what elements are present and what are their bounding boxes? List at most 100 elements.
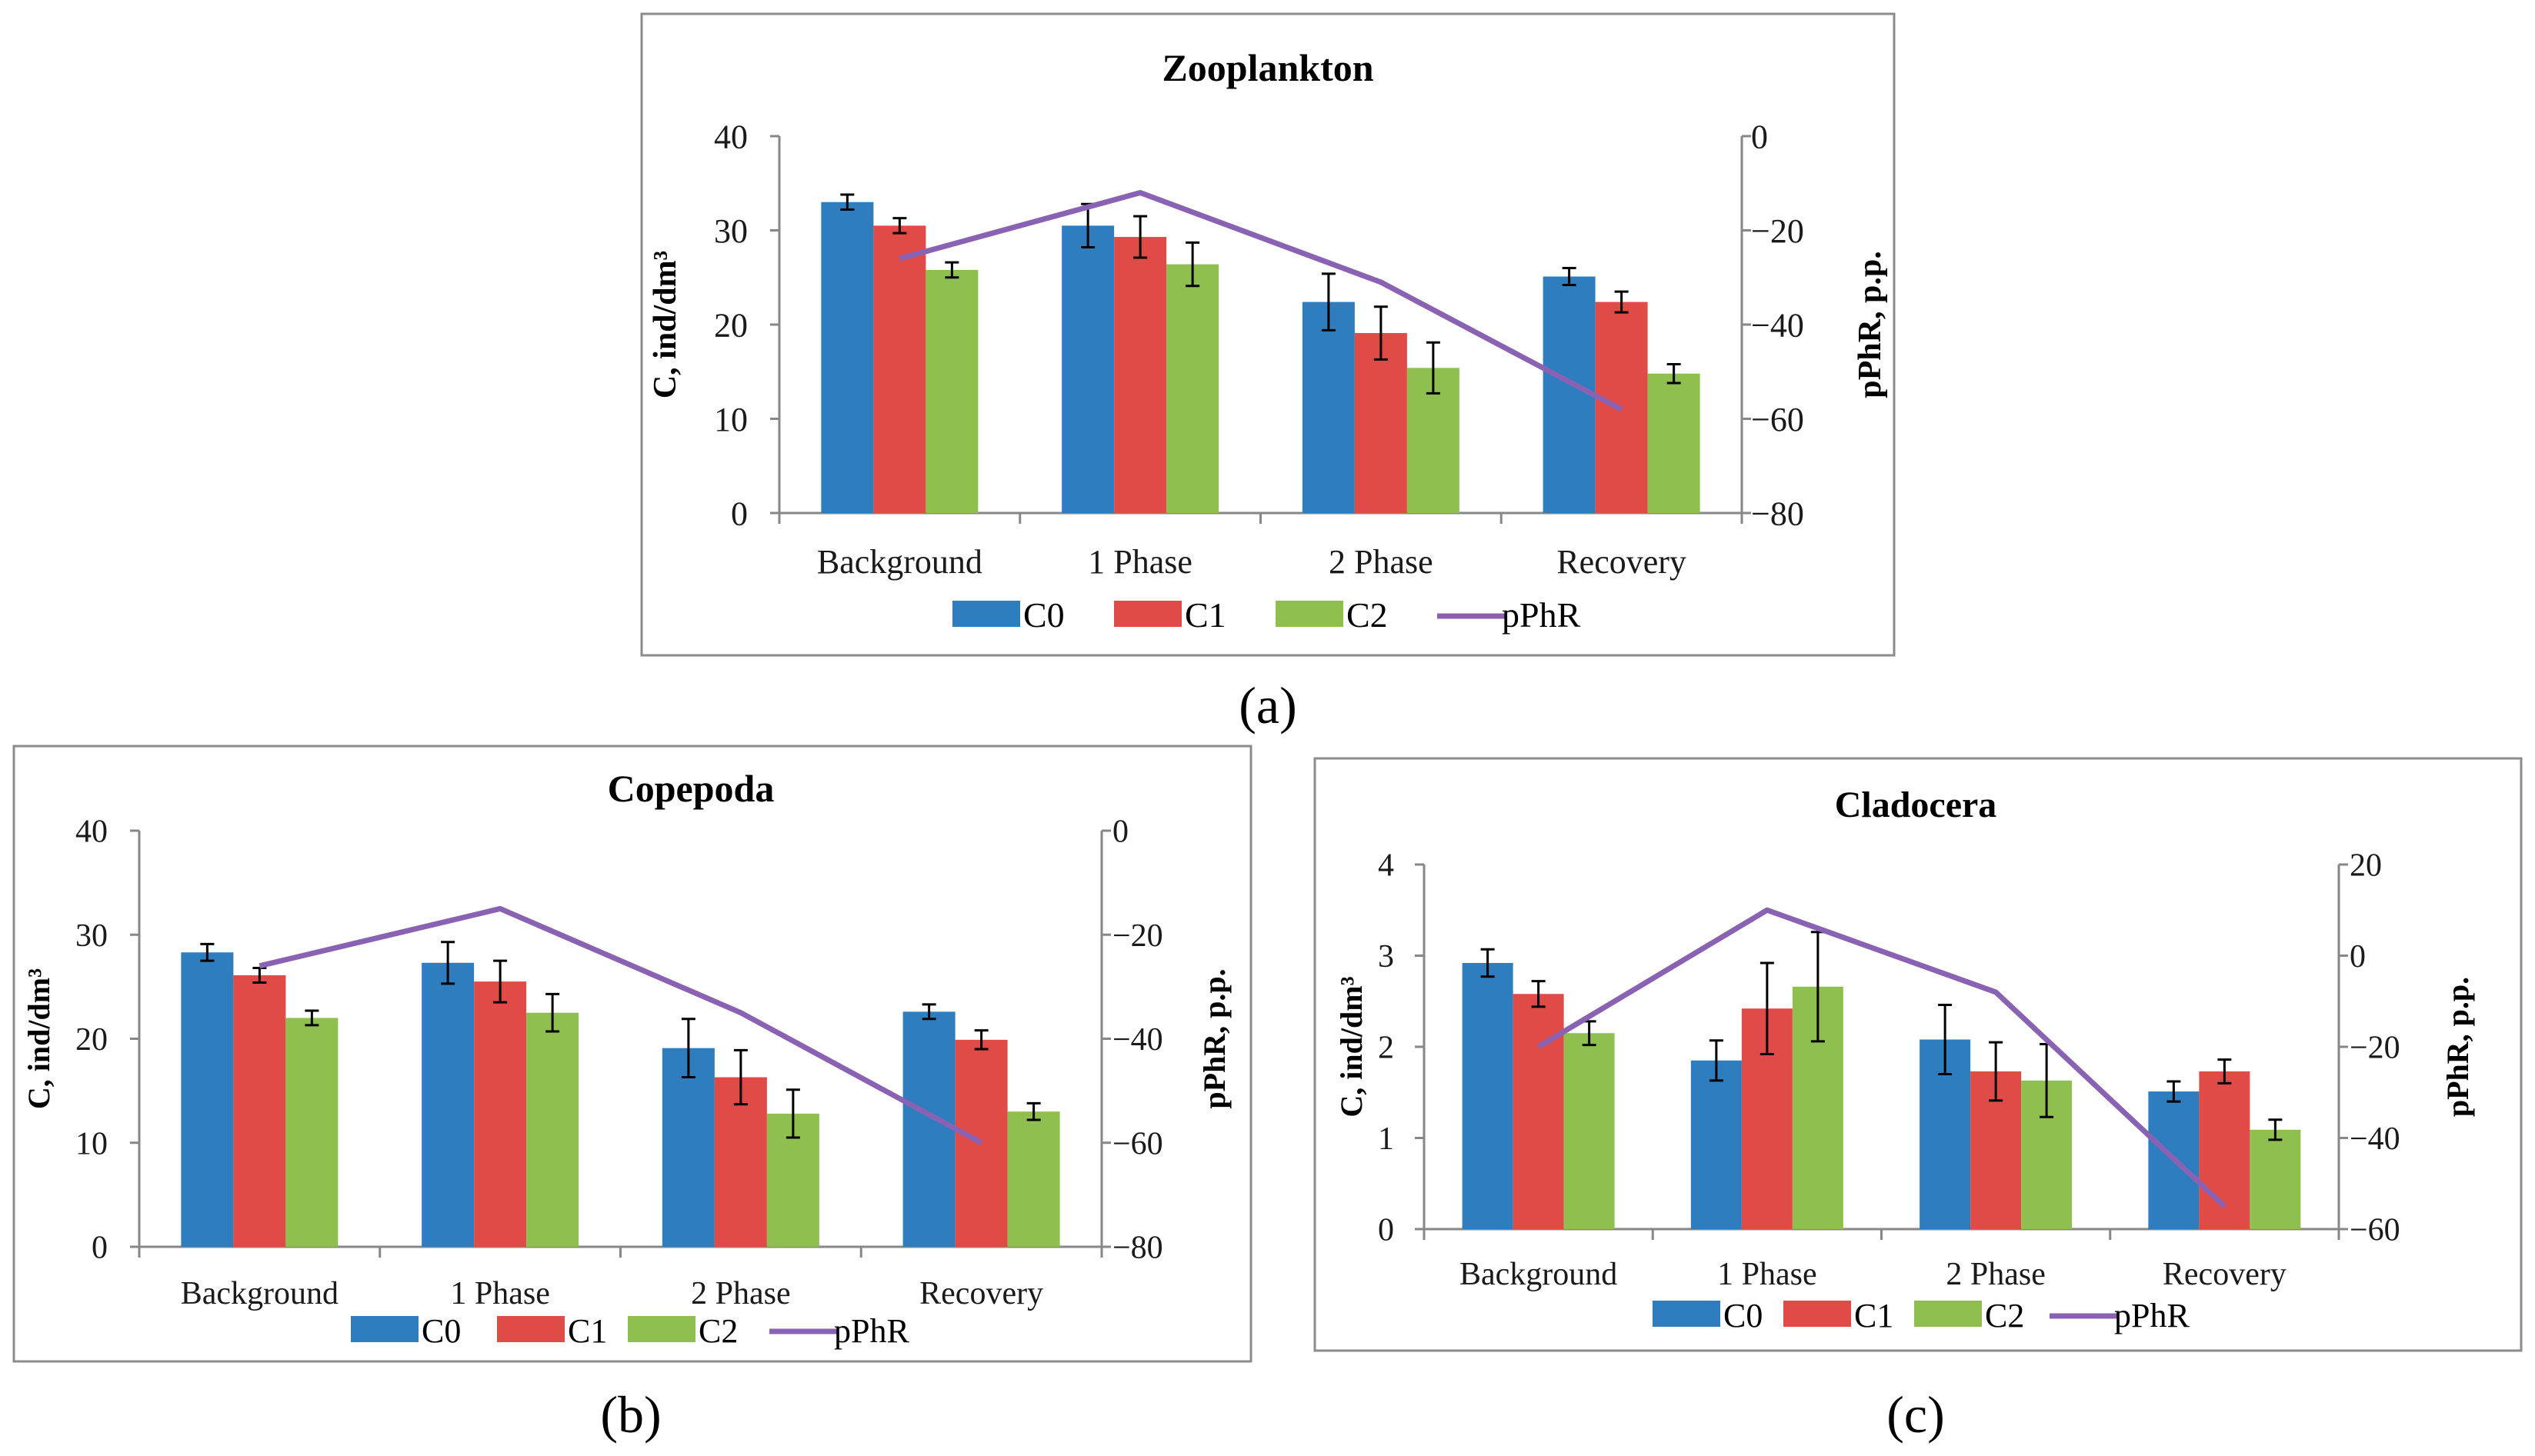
bar-c1-background [1513, 994, 1564, 1229]
bar-c1-1-phase [1114, 237, 1167, 513]
error-bar-c2-2-phase [786, 1088, 800, 1139]
chart-title: Cladocera [1835, 785, 1997, 825]
x-tick-label-1-phase: 1 Phase [1717, 1257, 1817, 1292]
legend-item-c0: C0 [1653, 1297, 1763, 1334]
bar-c2-background [285, 1018, 339, 1247]
legend-swatch-c0 [1653, 1301, 1720, 1327]
legend-label-c1: C1 [1854, 1297, 1893, 1334]
y-tick-label: 3 [1378, 939, 1394, 975]
legend-swatch-c2 [1276, 601, 1343, 627]
x-tick-label-1-phase: 1 Phase [450, 1276, 550, 1311]
legend-label-c2: C2 [1346, 595, 1388, 635]
legend-item-c0: C0 [351, 1312, 461, 1350]
bar-c1-background [233, 975, 286, 1247]
error-bar-c1-2-phase [1373, 305, 1388, 361]
bar-c0-recovery [902, 1011, 956, 1247]
legend-label-pphr: pPhR [834, 1312, 909, 1350]
y-tick-label: 10 [75, 1126, 108, 1161]
error-bar-c1-background [1531, 980, 1546, 1008]
chart-zooplankton: Zooplankton 0 10 20 30 40 −80 −60 −40 −20 0 Backgro… [648, 46, 1888, 635]
legend-swatch-c0 [351, 1316, 419, 1342]
legend-label-pphr: pPhR [1502, 595, 1581, 635]
error-bar-c2-1-phase [1186, 241, 1200, 288]
y2-tick-label: −20 [2350, 1031, 2400, 1066]
y2-tick-label: −40 [1112, 1022, 1163, 1058]
error-bar-c0-1-phase [441, 941, 455, 985]
y-tick-label: 30 [714, 212, 748, 250]
bar-c0-background [821, 202, 874, 513]
chart-cladocera: Cladocera 0 1 2 3 4 −60 −40 −20 0 20 Background 1 Ph… [1334, 785, 2475, 1334]
y-tick-label: 30 [75, 918, 108, 954]
y-axis-label: C, ind/dm³ [1334, 976, 1369, 1117]
bar-c0-background [181, 952, 234, 1247]
bar-c0-1-phase [1062, 225, 1115, 513]
bar-c2-recovery [1007, 1111, 1060, 1247]
error-bar-c2-2-phase [1426, 341, 1440, 395]
legend-label-c0: C0 [1723, 1297, 1763, 1334]
y2-tick-label: 20 [2350, 848, 2382, 884]
y2-axis-label: pPhR, p.p. [2440, 977, 2475, 1117]
error-bar-c1-recovery [2217, 1058, 2232, 1085]
error-bar-c1-background [892, 217, 907, 235]
panel-label-a: (a) [1239, 676, 1296, 735]
y-tick-label: 40 [714, 118, 748, 155]
legend-item-c1: C1 [1114, 595, 1226, 635]
error-bar-c1-2-phase [733, 1048, 748, 1106]
error-bar-c1-background [252, 967, 267, 984]
bar-c1-recovery [955, 1039, 1008, 1247]
legend-item-c0: C0 [952, 595, 1065, 635]
error-bar-c1-2-phase [1989, 1041, 2003, 1102]
x-tick-label-background: Background [181, 1276, 339, 1311]
y-tick-label: 0 [92, 1231, 108, 1266]
legend-item-pphr: pPhR [1437, 595, 1581, 635]
y2-tick-label: 0 [2350, 939, 2366, 975]
bar-c1-2-phase [714, 1077, 767, 1247]
y-tick-label: 20 [75, 1022, 108, 1058]
bar-c0-2-phase [662, 1048, 715, 1247]
y-tick-label: 20 [714, 306, 748, 344]
chart-copepoda: Copepoda 0 10 20 30 40 −80 −60 −40 −20 0 Background… [22, 767, 1232, 1350]
error-bar-c1-recovery [1614, 290, 1629, 314]
legend-label-pphr: pPhR [2114, 1297, 2190, 1334]
y2-axis-label: pPhR, p.p. [1853, 251, 1888, 398]
y2-tick-label: −60 [1751, 401, 1804, 438]
legend-label-c1: C1 [1185, 595, 1226, 635]
x-tick-label-background: Background [817, 543, 982, 581]
x-tick-label-background: Background [1459, 1257, 1617, 1292]
y-tick-label: 10 [714, 401, 748, 438]
error-bar-c1-recovery [974, 1029, 989, 1051]
legend-label-c1: C1 [568, 1312, 607, 1350]
y-tick-label: 4 [1378, 848, 1394, 884]
y2-tick-label: −60 [2350, 1213, 2400, 1248]
error-bar-c1-1-phase [1759, 961, 1774, 1055]
y2-tick-label: −20 [1751, 212, 1804, 250]
legend-swatch-c2 [1914, 1301, 1982, 1327]
panel-label-b: (b) [600, 1385, 661, 1444]
x-tick-label-2-phase: 2 Phase [691, 1276, 791, 1311]
legend-swatch-c1 [1114, 601, 1182, 627]
y2-tick-label: 0 [1751, 118, 1768, 155]
legend-item-c2: C2 [628, 1312, 738, 1350]
bar-c2-recovery [1647, 373, 1700, 513]
y-axis-label: C, ind/dm³ [22, 968, 56, 1109]
y-tick-label: 40 [75, 815, 108, 850]
y2-tick-label: −80 [1751, 495, 1804, 532]
error-bar-c2-recovery [2268, 1118, 2283, 1141]
bar-c0-background [1462, 962, 1513, 1229]
x-tick-label-recovery: Recovery [2163, 1257, 2287, 1292]
bar-c2-1-phase [526, 1012, 579, 1247]
error-bar-c0-recovery [1562, 267, 1576, 287]
error-bar-c0-2-phase [1938, 1003, 1953, 1076]
y-tick-label: 0 [1378, 1213, 1394, 1248]
legend-swatch-c2 [628, 1316, 695, 1342]
legend-label-c0: C0 [422, 1312, 461, 1350]
bar-c2-background [1563, 1033, 1615, 1229]
legend-item-c1: C1 [497, 1312, 607, 1350]
y2-tick-label: −20 [1112, 918, 1163, 954]
error-bar-c2-1-phase [545, 992, 560, 1033]
bar-c1-background [873, 225, 926, 513]
error-bar-c0-recovery [2166, 1080, 2181, 1103]
error-bar-c0-1-phase [1709, 1039, 1723, 1082]
error-bar-c0-background [840, 193, 855, 212]
